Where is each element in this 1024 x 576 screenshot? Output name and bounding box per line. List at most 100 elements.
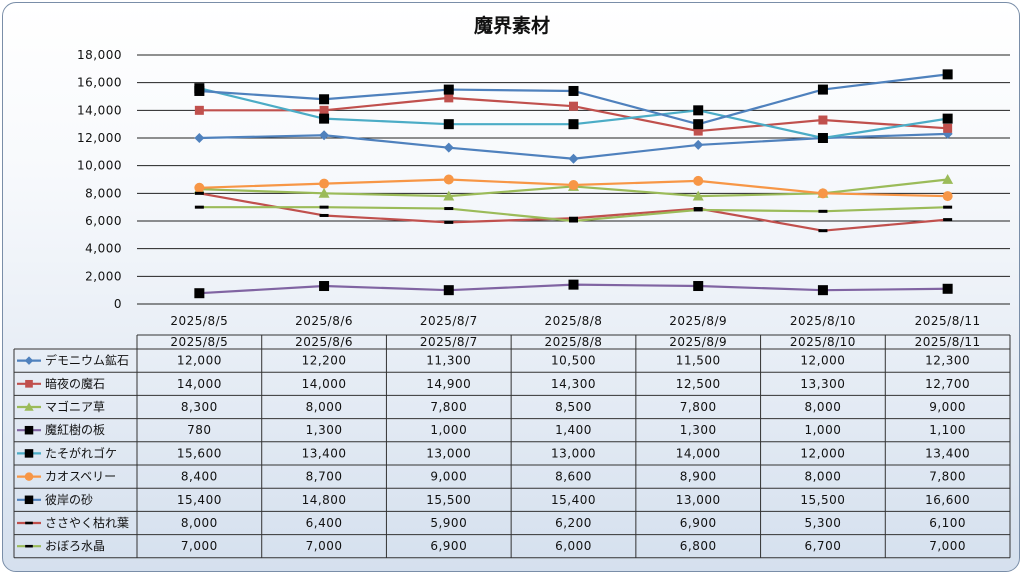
legend-label: ささやく枯れ葉 [45, 515, 129, 530]
table-cell: 8,600 [555, 470, 592, 484]
table-cell: 8,400 [181, 470, 218, 484]
legend-label: 彼岸の砂 [45, 493, 93, 507]
data-point [942, 69, 953, 80]
legend-label: デモニウム鉱石 [45, 353, 129, 368]
data-point [194, 182, 205, 193]
data-point [194, 205, 204, 209]
data-point [568, 85, 579, 96]
table-cell: 7,800 [929, 470, 966, 484]
series-group [194, 93, 953, 136]
table-header-cell: 2025/8/9 [669, 335, 727, 349]
y-axis-ticks: 0 2,000 4,000 6,000 8,000 10,000 12,000 14,000 1… [77, 48, 122, 311]
table-cell: 7,000 [181, 539, 218, 553]
data-point [817, 285, 828, 296]
data-point [319, 205, 329, 209]
table-cell: 5,300 [804, 516, 841, 530]
gridlines [137, 54, 1010, 305]
data-point [692, 190, 704, 201]
table-cell: 13,400 [302, 446, 347, 460]
legend-marker [24, 356, 34, 365]
table-cell: 1,000 [804, 423, 841, 437]
data-point [942, 283, 953, 294]
table-cell: 6,900 [430, 539, 467, 553]
data-point [443, 119, 454, 130]
data-point [194, 85, 205, 96]
data-point [444, 207, 454, 211]
data-point [818, 115, 828, 125]
table-header-cell: 2025/8/11 [915, 335, 981, 349]
table-cell: 14,300 [551, 377, 596, 391]
table-cell: 13,000 [426, 446, 471, 460]
table-cell: 8,000 [181, 516, 218, 530]
table-header-cell: 2025/8/10 [790, 335, 856, 349]
table-cell: 12,200 [302, 354, 347, 368]
data-point [942, 191, 953, 202]
y-tick-label: 14,000 [77, 103, 122, 117]
table-cell: 12,000 [177, 354, 222, 368]
table-cell: 7,000 [929, 539, 966, 553]
table-cell: 1,000 [430, 423, 467, 437]
data-point [568, 153, 579, 164]
table-cell: 8,000 [306, 400, 343, 414]
table-cell: 6,100 [929, 516, 966, 530]
table-cell: 14,800 [302, 493, 347, 507]
data-point [569, 219, 578, 223]
data-point [319, 113, 330, 124]
y-tick-label: 12,000 [77, 131, 122, 145]
legend-marker [25, 379, 33, 388]
legend-marker [25, 521, 33, 525]
legend-marker [24, 425, 34, 435]
table-cell: 13,400 [925, 446, 970, 460]
table-cell: 12,300 [925, 354, 970, 368]
data-point [818, 209, 828, 213]
x-axis-categories: 2025/8/5 2025/8/6 2025/8/7 2025/8/8 2025/8/9… [170, 314, 980, 328]
data-point [693, 105, 704, 116]
table-cell: 6,200 [555, 516, 592, 530]
data-point [443, 285, 454, 296]
table-cell: 780 [187, 423, 211, 437]
x-tick-label: 2025/8/7 [420, 314, 478, 328]
legend-label: たそがれゴケ [45, 445, 117, 460]
data-point [943, 123, 953, 133]
data-point [693, 119, 704, 130]
table-cell: 1,400 [555, 423, 592, 437]
data-point [443, 174, 454, 185]
table-cell: 6,900 [680, 516, 717, 530]
data-point [818, 229, 828, 233]
data-point [443, 190, 455, 201]
table-cell: 5,900 [430, 516, 467, 530]
legend-marker [24, 402, 34, 411]
legend-marker [24, 472, 34, 481]
y-tick-label: 10,000 [77, 159, 122, 173]
data-point [568, 119, 579, 130]
data-point [319, 281, 330, 292]
data-point [693, 139, 704, 150]
table-cell: 8,500 [555, 400, 592, 414]
x-tick-label: 2025/8/10 [790, 314, 856, 328]
x-tick-label: 2025/8/8 [545, 314, 603, 328]
data-point [817, 84, 828, 95]
table-cell: 13,000 [676, 493, 721, 507]
table-cell: 15,600 [177, 446, 222, 460]
table-header-cell: 2025/8/5 [170, 335, 228, 349]
table-cell: 6,700 [804, 539, 841, 553]
data-point [194, 288, 205, 299]
table-cell: 14,000 [676, 446, 721, 460]
y-tick-label: 4,000 [85, 242, 122, 256]
legend-label: 暗夜の魔石 [45, 376, 105, 391]
series-line [199, 192, 948, 232]
y-tick-label: 2,000 [85, 269, 122, 283]
table-cell: 8,000 [804, 470, 841, 484]
data-point [943, 218, 953, 222]
table-cell: 6,000 [555, 539, 592, 553]
legend-label: マゴニア草 [45, 399, 105, 414]
table-cell: 9,000 [929, 400, 966, 414]
data-point [942, 113, 953, 124]
data-point [569, 101, 578, 111]
table-cell: 15,500 [426, 493, 471, 507]
table-cell: 13,300 [800, 377, 845, 391]
table-cell: 11,500 [676, 354, 721, 368]
data-point [319, 213, 329, 217]
y-tick-label: 8,000 [85, 186, 122, 200]
data-point [693, 208, 703, 212]
